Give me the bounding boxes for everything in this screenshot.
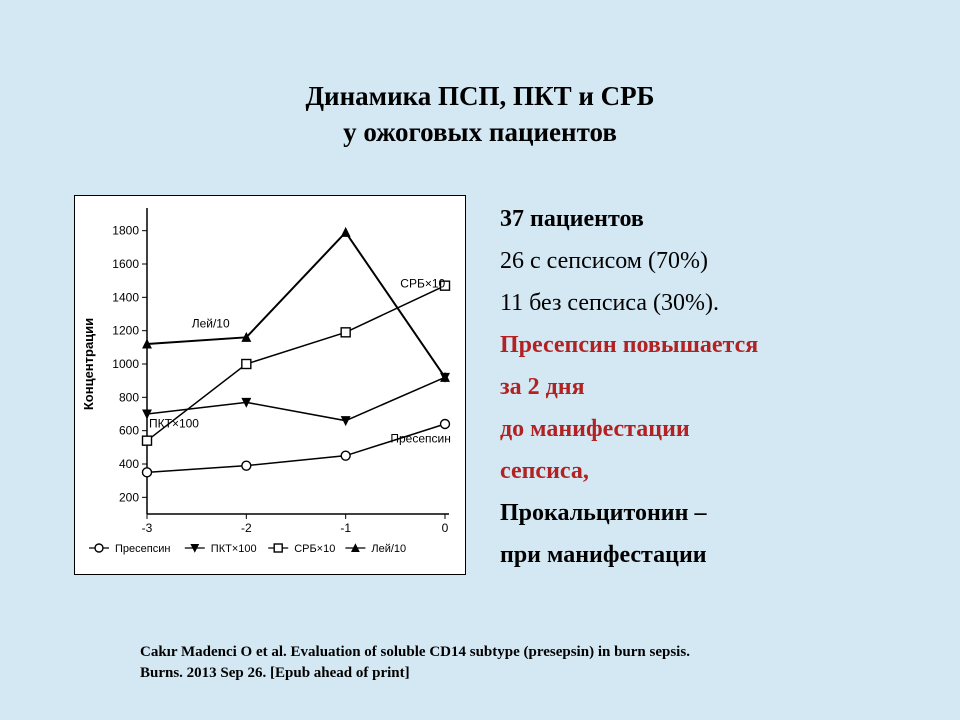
citation-line-2: Burns. 2013 Sep 26. [Epub ahead of print…	[140, 663, 900, 684]
svg-text:-2: -2	[241, 521, 252, 535]
title-line-2: у ожоговых пациентов	[0, 114, 960, 150]
svg-text:СРБ×10: СРБ×10	[400, 277, 445, 291]
bullet-3: 11 без сепсиса (30%).	[500, 282, 930, 324]
svg-text:800: 800	[119, 390, 139, 404]
bullet-4: Пресепсин повышается	[500, 324, 930, 366]
svg-text:Концентрации: Концентрации	[81, 318, 96, 410]
bullet-8: Прокальцитонин –	[500, 492, 930, 534]
svg-text:Лей/10: Лей/10	[192, 316, 230, 330]
svg-text:1800: 1800	[112, 224, 139, 238]
svg-text:СРБ×10: СРБ×10	[294, 543, 335, 555]
svg-text:-1: -1	[340, 521, 351, 535]
bullet-block: 37 пациентов 26 с сепсисом (70%) 11 без …	[500, 198, 930, 576]
svg-text:ПКТ×100: ПКТ×100	[149, 416, 199, 430]
citation: Cakır Madenci O et al. Evaluation of sol…	[140, 642, 900, 684]
slide-title: Динамика ПСП, ПКТ и СРБ у ожоговых пацие…	[0, 78, 960, 151]
bullet-2: 26 с сепсисом (70%)	[500, 240, 930, 282]
svg-text:Лей/10: Лей/10	[371, 543, 406, 555]
svg-text:Пресепсин: Пресепсин	[115, 543, 170, 555]
svg-text:600: 600	[119, 424, 139, 438]
svg-text:-3: -3	[142, 521, 153, 535]
bullet-5: за 2 дня	[500, 366, 930, 408]
bullet-7: сепсиса,	[500, 450, 930, 492]
citation-line-1: Cakır Madenci O et al. Evaluation of sol…	[140, 642, 900, 663]
svg-text:1600: 1600	[112, 257, 139, 271]
svg-text:1000: 1000	[112, 357, 139, 371]
line-chart: 200 400 600 800 1000 1200 1400 1600 1800 -3 -2 -1 0 К…	[75, 196, 465, 574]
svg-text:200: 200	[119, 490, 139, 504]
svg-text:400: 400	[119, 457, 139, 471]
bullet-1: 37 пациентов	[500, 198, 930, 240]
svg-text:1400: 1400	[112, 290, 139, 304]
svg-text:0: 0	[442, 521, 449, 535]
chart-container: 200 400 600 800 1000 1200 1400 1600 1800 -3 -2 -1 0 К…	[74, 195, 466, 575]
svg-text:1200: 1200	[112, 324, 139, 338]
svg-text:ПКТ×100: ПКТ×100	[211, 543, 257, 555]
bullet-6: до манифестации	[500, 408, 930, 450]
bullet-9: при манифестации	[500, 534, 930, 576]
title-line-1: Динамика ПСП, ПКТ и СРБ	[0, 78, 960, 114]
svg-text:Пресепсин: Пресепсин	[390, 431, 450, 445]
